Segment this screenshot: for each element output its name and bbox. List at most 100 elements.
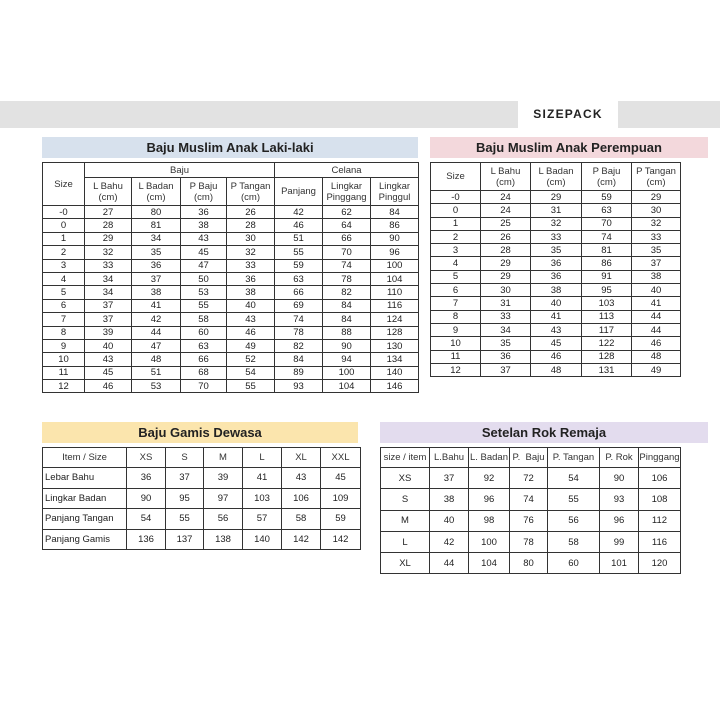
table-row: 7 37 42 58 43 74 84 124 xyxy=(42,312,420,327)
row-label: 6 xyxy=(42,298,85,314)
table-cell: 68 xyxy=(180,365,227,381)
table-cell: 48 xyxy=(530,362,582,378)
table-cell: 74 xyxy=(509,488,548,511)
table-row: 0 28 81 38 28 46 64 86 xyxy=(42,218,420,233)
table-cell: 86 xyxy=(370,218,420,233)
table-cell: 59 xyxy=(581,189,632,205)
table-cell: 66 xyxy=(322,231,372,247)
table-cell: 35 xyxy=(131,245,181,260)
rok-size-table: size / item L.Bahu L. Badan P. Baju P. Tanga… xyxy=(380,447,681,575)
column-header: P. Baju xyxy=(509,447,548,468)
column-header: P Baju (cm) xyxy=(180,177,227,206)
table-cell: 26 xyxy=(480,229,531,245)
table-cell: 38 xyxy=(429,488,469,511)
table-cell: 66 xyxy=(180,352,227,367)
row-label: 5 xyxy=(42,285,85,300)
table-cell: 46 xyxy=(84,379,132,394)
table-row: 4 29 36 86 37 xyxy=(430,256,681,271)
table-row: Lingkar Badan 90 95 97 103 106 109 xyxy=(42,487,361,510)
table-cell: 108 xyxy=(638,488,681,511)
table-cell: 43 xyxy=(225,312,276,327)
row-label: S xyxy=(380,488,430,511)
table-row: 1 25 32 70 32 xyxy=(430,216,681,231)
table-cell: 103 xyxy=(581,296,632,311)
table-cell: 55 xyxy=(225,379,276,394)
table-cell: 52 xyxy=(225,352,276,367)
table-cell: 60 xyxy=(547,552,600,575)
table-cell: 91 xyxy=(581,269,632,285)
table-cell: 110 xyxy=(370,285,420,300)
table-cell: 34 xyxy=(84,285,132,300)
row-label: -0 xyxy=(42,204,85,220)
table-cell: 84 xyxy=(274,352,324,367)
table-cell: 90 xyxy=(599,466,639,490)
table-cell: 36 xyxy=(530,269,582,285)
table-row: 6 37 41 55 40 69 84 116 xyxy=(42,298,420,314)
table-cell: 101 xyxy=(599,552,639,575)
row-label: Panjang Gamis xyxy=(42,528,127,551)
table-cell: 28 xyxy=(84,218,132,233)
header-row: Size L Bahu (cm) L Badan (cm) P Baju (cm) P … xyxy=(430,162,681,191)
table-cell: 84 xyxy=(370,204,420,220)
row-label: XL xyxy=(380,552,430,575)
table-cell: 74 xyxy=(274,312,324,327)
gamis-size-table: Item / Size XS S M L XL XXL Lebar Bahu 36 37 39 41 4… xyxy=(42,447,361,551)
table-cell: 86 xyxy=(581,256,632,271)
table-cell: 55 xyxy=(165,508,204,530)
table-cell: 33 xyxy=(225,258,276,273)
table-cell: 55 xyxy=(274,245,324,260)
table-cell: 41 xyxy=(131,298,181,314)
table-cell: 33 xyxy=(480,309,531,324)
table-cell: 78 xyxy=(274,325,324,340)
table-cell: 27 xyxy=(84,204,132,220)
table-row: -0 24 29 59 29 xyxy=(430,189,681,205)
table-cell: 92 xyxy=(468,466,510,490)
table-cell: 82 xyxy=(322,285,372,300)
table-row: XL 44 104 80 60 101 120 xyxy=(380,552,681,575)
table-cell: 66 xyxy=(274,285,324,300)
table-cell: 136 xyxy=(126,528,166,551)
table-row: M 40 98 76 56 96 112 xyxy=(380,509,681,532)
table-row: 12 37 48 131 49 xyxy=(430,362,681,378)
table-cell: 128 xyxy=(581,349,632,364)
table-cell: 38 xyxy=(180,218,227,233)
gamis-table-title: Baju Gamis Dewasa xyxy=(42,422,358,443)
table-cell: 38 xyxy=(131,285,181,300)
row-label: 1 xyxy=(42,231,85,247)
table-cell: 81 xyxy=(131,218,181,233)
table-cell: 30 xyxy=(631,203,681,218)
table-cell: 30 xyxy=(480,283,531,298)
table-cell: 49 xyxy=(631,362,681,378)
table-row: -0 27 80 36 26 42 62 84 xyxy=(42,204,420,220)
row-label: 3 xyxy=(42,258,85,273)
column-header: Size xyxy=(42,162,85,206)
table-cell: 140 xyxy=(242,528,282,551)
column-header: size / item xyxy=(380,447,430,468)
table-cell: 37 xyxy=(165,467,204,489)
table-row: 12 46 53 70 55 93 104 146 xyxy=(42,379,420,394)
table-cell: 74 xyxy=(322,258,372,273)
table-row: 9 40 47 63 49 82 90 130 xyxy=(42,338,420,354)
group-header-celana: Celana xyxy=(274,162,420,178)
table-cell: 37 xyxy=(429,466,469,490)
table-cell: 84 xyxy=(322,312,372,327)
table-cell: 80 xyxy=(131,204,181,220)
table-cell: 44 xyxy=(131,325,181,340)
column-header: S xyxy=(165,447,204,468)
table-cell: 78 xyxy=(322,271,372,287)
table-cell: 84 xyxy=(322,298,372,314)
table-cell: 89 xyxy=(274,365,324,381)
table-cell: 64 xyxy=(322,218,372,233)
table-cell: 104 xyxy=(322,379,372,394)
table-cell: 33 xyxy=(530,229,582,245)
row-label: 11 xyxy=(42,365,85,381)
table-cell: 32 xyxy=(530,216,582,231)
table-cell: 36 xyxy=(530,256,582,271)
row-label: 8 xyxy=(42,325,85,340)
table-cell: 81 xyxy=(581,243,632,258)
table-cell: 90 xyxy=(370,231,420,247)
table-cell: 70 xyxy=(581,216,632,231)
table-cell: 146 xyxy=(370,379,420,394)
table-cell: 41 xyxy=(631,296,681,311)
row-label: XS xyxy=(380,466,430,490)
